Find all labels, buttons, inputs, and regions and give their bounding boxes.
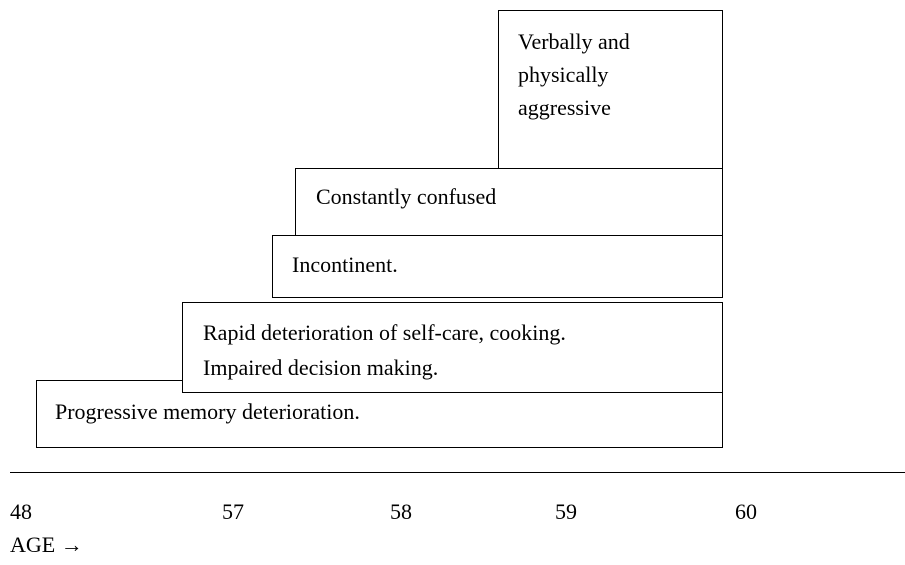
- stage-box: [295, 168, 723, 236]
- stage-box: [498, 10, 723, 169]
- stage-label: Rapid deterioration of self-care, cookin…: [203, 320, 566, 345]
- stage-label: Constantly confused: [316, 184, 497, 209]
- axis-tick-label: 60: [735, 499, 757, 524]
- axis-tick-label: 48: [10, 499, 32, 524]
- stage-label: Incontinent.: [292, 252, 398, 277]
- stage-label: Progressive memory deterioration.: [55, 399, 360, 424]
- stage-label: Verbally and: [518, 29, 630, 54]
- axis-tick-label: 59: [555, 499, 577, 524]
- axis-tick-label: 58: [390, 499, 412, 524]
- axis-tick-label: 57: [222, 499, 244, 524]
- stage-label: aggressive: [518, 95, 611, 120]
- stage-box: [272, 235, 723, 298]
- stage-label: Impaired decision making.: [203, 355, 439, 380]
- stage-label: physically: [518, 62, 609, 87]
- axis-label: AGE →: [10, 532, 83, 557]
- axis-line: [10, 472, 905, 473]
- stage-box: [182, 302, 723, 393]
